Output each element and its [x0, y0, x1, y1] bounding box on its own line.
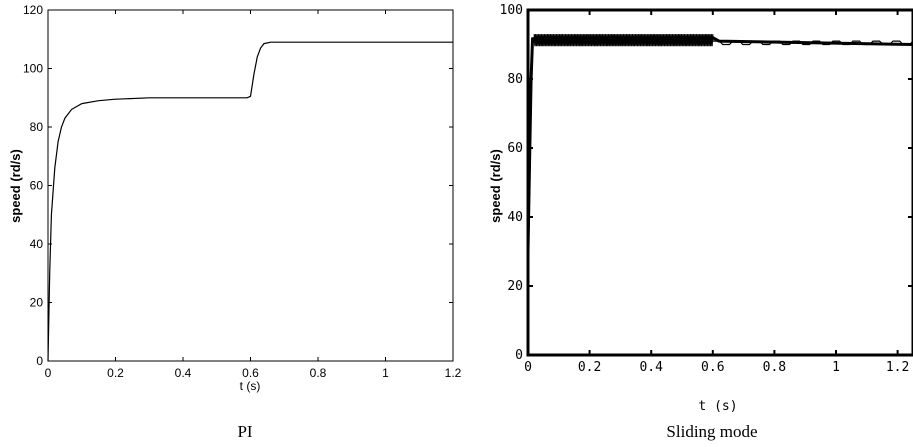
sliding-y-tick-label: 40	[507, 210, 523, 225]
pi-y-axis-label: speed (rd/s)	[8, 149, 23, 223]
pi-y-tick-label: 60	[30, 179, 44, 193]
pi-plot-frame	[47, 9, 454, 362]
pi-y-tick-label: 0	[36, 354, 43, 368]
sliding-y-tick-label: 100	[500, 3, 523, 18]
pi-x-axis-label: t (s)	[240, 379, 261, 393]
sliding-x-tick-label: 0.8	[763, 360, 786, 375]
sliding-y-tick-label: 0	[515, 348, 523, 363]
pi-x-tick-label: 0	[45, 366, 52, 380]
pi-chart: speed (rd/s) t (s) PI 0 0.2 0.4 0.6 0.8 1 1.20…	[8, 3, 462, 441]
sliding-y-tick-label: 80	[507, 72, 523, 87]
sliding-ticks: 0 0.2 0.4 0.6 0.8 1 1.2 0 20 40 60 80 100	[500, 3, 913, 375]
pi-speed-series-line	[47, 41, 453, 362]
sliding-x-axis-label: t (s)	[698, 399, 737, 414]
sliding-x-tick-label: 1.2	[886, 360, 909, 375]
pi-y-tick-label: 120	[23, 3, 43, 17]
sliding-mode-chart: speed (rd/s) t (s) Sliding mode 0 0.2 0.4 0…	[488, 3, 913, 441]
sliding-x-tick-label: 0.4	[639, 360, 663, 375]
pi-x-tick-label: 0.8	[310, 366, 327, 380]
sliding-y-tick-label: 60	[507, 141, 523, 156]
pi-y-tick-label: 100	[23, 62, 43, 76]
sliding-plot-frame	[526, 8, 913, 357]
sliding-mode-caption: Sliding mode	[666, 422, 757, 441]
sliding-y-axis-label: speed (rd/s)	[488, 149, 503, 223]
sliding-x-tick-label: 0.6	[701, 360, 724, 375]
sliding-speed-series-line	[526, 36, 913, 252]
sliding-x-tick-label: 1	[832, 360, 840, 375]
pi-y-tick-label: 80	[30, 120, 44, 134]
sliding-y-tick-label: 20	[507, 279, 523, 294]
sliding-x-tick-label: 0.2	[578, 360, 601, 375]
pi-x-tick-label: 1	[382, 366, 389, 380]
pi-caption: PI	[237, 422, 252, 441]
pi-y-tick-label: 20	[30, 296, 44, 310]
pi-ticks: 0 0.2 0.4 0.6 0.8 1 1.2 0 20 40 60 80 100 120	[23, 3, 462, 380]
sliding-x-tick-label: 0	[524, 360, 532, 375]
pi-x-tick-label: 0.2	[107, 366, 124, 380]
pi-y-tick-label: 40	[30, 237, 44, 251]
pi-x-tick-label: 0.4	[175, 366, 192, 380]
pi-x-tick-label: 1.2	[445, 366, 462, 380]
pi-x-tick-label: 0.6	[242, 366, 259, 380]
